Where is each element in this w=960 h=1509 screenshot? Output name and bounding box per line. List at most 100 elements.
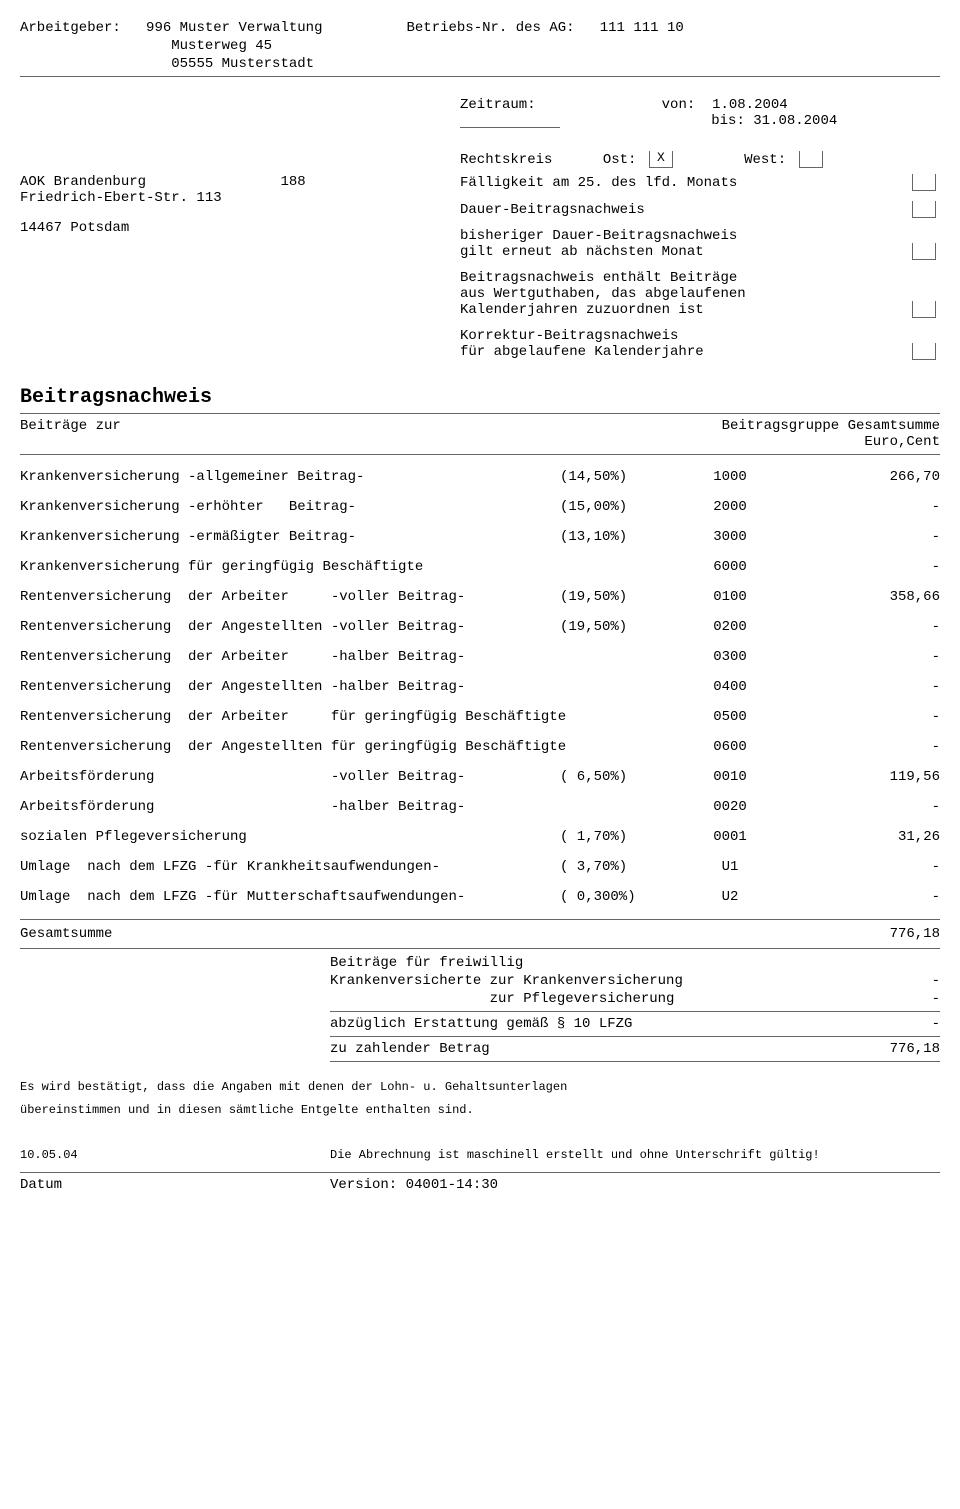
spacer [322, 20, 406, 36]
row-grp: 0500 [670, 709, 790, 725]
arbeitgeber-code: 996 Muster Verwaltung [146, 20, 322, 36]
ost-checkbox: X [649, 151, 673, 168]
divider [20, 76, 940, 77]
spacer [670, 926, 790, 942]
table-row: Rentenversicherung der Arbeiter -voller … [20, 589, 940, 605]
row-desc: Krankenversicherung -erhöhter Beitrag- [20, 499, 560, 515]
divider [20, 919, 940, 920]
table-row: sozialen Pflegeversicherung( 1,70%)00013… [20, 829, 940, 845]
row-grp: 0600 [670, 739, 790, 755]
row-grp: 0010 [670, 769, 790, 785]
th-r1: Beitragsgruppe Gesamtsumme [722, 418, 940, 434]
version-value: 04001-14:30 [406, 1177, 498, 1193]
opt-wg-l2: aus Wertguthaben, das abgelaufenen [460, 286, 908, 302]
row-sum: - [790, 739, 940, 755]
footer-f2: Krankenversicherte zur Krankenversicheru… [330, 973, 840, 989]
row-sum: 31,26 [790, 829, 940, 845]
row-desc: Arbeitsförderung -halber Beitrag- [20, 799, 560, 815]
spacer [20, 38, 171, 54]
row-sum: - [790, 679, 940, 695]
opt-dauer-checkbox [912, 201, 936, 218]
row-pct: (15,00%) [560, 499, 670, 515]
th-right: Beitragsgruppe Gesamtsumme Euro,Cent [722, 418, 940, 450]
spacer [575, 20, 600, 36]
footer-f3: zur Pflegeversicherung [330, 991, 840, 1007]
row-desc: Umlage nach dem LFZG -für Mutterschaftsa… [20, 889, 560, 905]
row-pct: ( 0,300%) [560, 889, 670, 905]
table-row: Krankenversicherung -erhöhter Beitrag-(1… [20, 499, 940, 515]
opt-bisher-checkbox [912, 243, 936, 260]
total-value: 776,18 [790, 926, 940, 942]
row-sum: 358,66 [790, 589, 940, 605]
west-label: West: [744, 152, 786, 168]
footer-f5: zu zahlender Betrag [330, 1041, 840, 1057]
bis-label: bis: [711, 113, 745, 129]
table-row: Rentenversicherung der Angestellten -vol… [20, 619, 940, 635]
zeitraum-block: Zeitraum: von: 1.08.2004 bis: 31.08.2004 [460, 97, 940, 129]
footer-f4v: - [840, 1016, 940, 1032]
row-grp: 0100 [670, 589, 790, 605]
kk-city: 14467 Potsdam [20, 220, 460, 236]
betriebsnr-value: 111 111 10 [600, 20, 684, 36]
von-value: 1.08.2004 [712, 97, 788, 113]
arbeitgeber-label: Arbeitgeber: [20, 20, 121, 36]
arbeitgeber-city: 05555 Musterstadt [171, 56, 314, 72]
table-row: Rentenversicherung der Arbeiter für geri… [20, 709, 940, 725]
row-grp: 6000 [670, 559, 790, 575]
row-grp: U1 [670, 859, 790, 875]
kk-code: 188 [280, 174, 305, 190]
bottom-date: 10.05.04 [20, 1148, 330, 1162]
footer-block: Beiträge für freiwillig Krankenversicher… [330, 955, 940, 1062]
table-row: Krankenversicherung -ermäßigter Beitrag-… [20, 529, 940, 545]
row-sum: - [790, 529, 940, 545]
kk-address: AOK Brandenburg 188 Friedrich-Ebert-Str.… [20, 174, 460, 409]
table-row: Arbeitsförderung -halber Beitrag-0020- [20, 799, 940, 815]
row-desc: Arbeitsförderung -voller Beitrag- [20, 769, 560, 785]
opt-korrektur-checkbox [912, 343, 936, 360]
opt-bisher-l1: bisheriger Dauer-Beitragsnachweis [460, 228, 908, 244]
divider [330, 1036, 940, 1037]
table-row: Umlage nach dem LFZG -für Mutterschaftsa… [20, 889, 940, 905]
total-label: Gesamtsumme [20, 926, 560, 942]
row-pct: ( 3,70%) [560, 859, 670, 875]
divider [330, 1011, 940, 1012]
options-block: Fälligkeit am 25. des lfd. Monats Dauer-… [460, 174, 940, 364]
row-grp: 3000 [670, 529, 790, 545]
spacer [536, 97, 662, 113]
west-checkbox [799, 151, 823, 168]
opt-wertguthaben-checkbox [912, 301, 936, 318]
opt-bisher: bisheriger Dauer-Beitragsnachweis gilt e… [460, 228, 908, 260]
betriebsnr-label: Betriebs-Nr. des AG: [407, 20, 575, 36]
opt-faelligkeit: Fälligkeit am 25. des lfd. Monats [460, 175, 908, 191]
opt-faelligkeit-checkbox [912, 174, 936, 191]
row-sum: - [790, 619, 940, 635]
row-pct: (19,50%) [560, 619, 670, 635]
total-row: Gesamtsumme 776,18 [20, 926, 940, 942]
spacer [561, 152, 595, 168]
row-grp: 0020 [670, 799, 790, 815]
spacer [121, 20, 146, 36]
row-desc: Rentenversicherung der Arbeiter -halber … [20, 649, 560, 665]
row-pct: (14,50%) [560, 469, 670, 485]
bottom-note: Die Abrechnung ist maschinell erstellt u… [330, 1148, 820, 1162]
rows-container: Krankenversicherung -allgemeiner Beitrag… [20, 469, 940, 905]
header-block: Arbeitgeber: 996 Muster Verwaltung Betri… [20, 20, 940, 72]
divider [20, 948, 940, 949]
row-desc: Rentenversicherung der Angestellten -hal… [20, 679, 560, 695]
table-row: Rentenversicherung der Arbeiter -halber … [20, 649, 940, 665]
row-pct [560, 739, 670, 755]
von-label: von: [662, 97, 696, 113]
table-row: Arbeitsförderung -voller Beitrag-( 6,50%… [20, 769, 940, 785]
kk-name: AOK Brandenburg [20, 174, 146, 190]
row-grp: 0400 [670, 679, 790, 695]
row-pct [560, 649, 670, 665]
row-grp: 1000 [670, 469, 790, 485]
table-row: Rentenversicherung der Angestellten für … [20, 739, 940, 755]
row-pct: ( 1,70%) [560, 829, 670, 845]
row-sum: 119,56 [790, 769, 940, 785]
ost-label: Ost: [603, 152, 637, 168]
opt-bisher-l2: gilt erneut ab nächsten Monat [460, 244, 908, 260]
doc-title: Beitragsnachweis [20, 386, 460, 409]
row-sum: - [790, 859, 940, 875]
row-desc: Rentenversicherung der Angestellten -vol… [20, 619, 560, 635]
